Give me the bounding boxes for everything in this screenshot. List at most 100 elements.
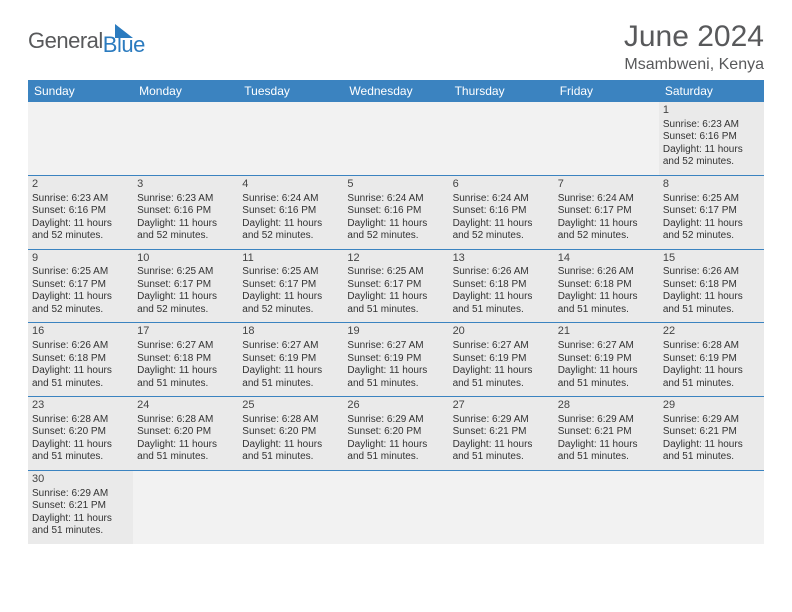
calendar-day-cell: 5Sunrise: 6:24 AMSunset: 6:16 PMDaylight…	[343, 175, 448, 249]
day-info-line: Sunrise: 6:23 AM	[32, 193, 129, 206]
day-number: 27	[453, 399, 550, 413]
calendar-day-cell	[659, 470, 764, 543]
day-number: 9	[32, 252, 129, 266]
day-info-line: Daylight: 11 hours	[347, 291, 444, 304]
calendar-day-cell: 10Sunrise: 6:25 AMSunset: 6:17 PMDayligh…	[133, 249, 238, 323]
calendar-week-row: 1Sunrise: 6:23 AMSunset: 6:16 PMDaylight…	[28, 102, 764, 175]
day-info-line: Sunset: 6:19 PM	[347, 353, 444, 366]
day-info-line: Sunset: 6:17 PM	[663, 205, 760, 218]
day-number: 30	[32, 473, 129, 487]
day-info-line: Daylight: 11 hours	[663, 439, 760, 452]
day-info-line: Sunrise: 6:27 AM	[242, 340, 339, 353]
calendar-day-cell: 7Sunrise: 6:24 AMSunset: 6:17 PMDaylight…	[554, 175, 659, 249]
day-number: 24	[137, 399, 234, 413]
day-number: 29	[663, 399, 760, 413]
calendar-day-cell	[554, 470, 659, 543]
month-title: June 2024	[624, 20, 764, 54]
day-info-line: Sunrise: 6:29 AM	[453, 414, 550, 427]
day-info-line: Sunrise: 6:24 AM	[347, 193, 444, 206]
calendar-day-cell	[133, 470, 238, 543]
calendar-day-cell: 12Sunrise: 6:25 AMSunset: 6:17 PMDayligh…	[343, 249, 448, 323]
day-info-line: and 51 minutes.	[242, 451, 339, 464]
day-number: 5	[347, 178, 444, 192]
day-info-line: Sunrise: 6:25 AM	[137, 266, 234, 279]
day-number: 12	[347, 252, 444, 266]
day-info-line: Sunrise: 6:24 AM	[558, 193, 655, 206]
day-info-line: and 51 minutes.	[663, 451, 760, 464]
calendar-day-cell: 18Sunrise: 6:27 AMSunset: 6:19 PMDayligh…	[238, 323, 343, 397]
day-info-line: Daylight: 11 hours	[32, 439, 129, 452]
calendar-day-cell: 28Sunrise: 6:29 AMSunset: 6:21 PMDayligh…	[554, 397, 659, 471]
day-number: 3	[137, 178, 234, 192]
day-number: 4	[242, 178, 339, 192]
day-info-line: Sunset: 6:19 PM	[453, 353, 550, 366]
day-info-line: and 51 minutes.	[663, 304, 760, 317]
calendar-day-cell	[343, 470, 448, 543]
day-info-line: Sunset: 6:17 PM	[558, 205, 655, 218]
day-info-line: Daylight: 11 hours	[558, 439, 655, 452]
day-info-line: Daylight: 11 hours	[663, 218, 760, 231]
weekday-header: Friday	[554, 80, 659, 102]
day-info-line: Daylight: 11 hours	[32, 365, 129, 378]
calendar-day-cell: 26Sunrise: 6:29 AMSunset: 6:20 PMDayligh…	[343, 397, 448, 471]
calendar-day-cell	[133, 102, 238, 175]
day-info-line: Sunrise: 6:23 AM	[663, 119, 760, 132]
day-info-line: Sunrise: 6:25 AM	[32, 266, 129, 279]
calendar-day-cell: 24Sunrise: 6:28 AMSunset: 6:20 PMDayligh…	[133, 397, 238, 471]
weekday-header: Sunday	[28, 80, 133, 102]
weekday-header-row: Sunday Monday Tuesday Wednesday Thursday…	[28, 80, 764, 102]
day-number: 28	[558, 399, 655, 413]
day-info-line: and 52 minutes.	[242, 230, 339, 243]
calendar-day-cell: 17Sunrise: 6:27 AMSunset: 6:18 PMDayligh…	[133, 323, 238, 397]
day-number: 2	[32, 178, 129, 192]
day-number: 6	[453, 178, 550, 192]
day-info-line: Sunrise: 6:24 AM	[453, 193, 550, 206]
day-info-line: Sunset: 6:18 PM	[137, 353, 234, 366]
calendar-day-cell: 29Sunrise: 6:29 AMSunset: 6:21 PMDayligh…	[659, 397, 764, 471]
day-info-line: and 52 minutes.	[137, 230, 234, 243]
day-info-line: Sunrise: 6:26 AM	[32, 340, 129, 353]
day-info-line: and 51 minutes.	[242, 378, 339, 391]
calendar-day-cell: 4Sunrise: 6:24 AMSunset: 6:16 PMDaylight…	[238, 175, 343, 249]
day-number: 20	[453, 325, 550, 339]
day-info-line: and 52 minutes.	[242, 304, 339, 317]
calendar-body: 1Sunrise: 6:23 AMSunset: 6:16 PMDaylight…	[28, 102, 764, 544]
brand-text-2: Blue	[103, 32, 145, 58]
day-info-line: and 51 minutes.	[32, 378, 129, 391]
day-info-line: and 52 minutes.	[663, 156, 760, 169]
day-info-line: Sunset: 6:17 PM	[137, 279, 234, 292]
day-info-line: Sunset: 6:16 PM	[137, 205, 234, 218]
day-info-line: Sunrise: 6:26 AM	[453, 266, 550, 279]
calendar-day-cell	[449, 470, 554, 543]
day-info-line: Sunrise: 6:26 AM	[663, 266, 760, 279]
day-info-line: and 52 minutes.	[558, 230, 655, 243]
day-number: 21	[558, 325, 655, 339]
day-info-line: Sunrise: 6:28 AM	[137, 414, 234, 427]
day-info-line: Sunrise: 6:29 AM	[32, 488, 129, 501]
day-info-line: Daylight: 11 hours	[453, 439, 550, 452]
day-info-line: Sunset: 6:19 PM	[558, 353, 655, 366]
calendar-day-cell: 9Sunrise: 6:25 AMSunset: 6:17 PMDaylight…	[28, 249, 133, 323]
calendar-day-cell	[28, 102, 133, 175]
day-info-line: and 51 minutes.	[558, 304, 655, 317]
day-info-line: Sunset: 6:20 PM	[347, 426, 444, 439]
day-number: 22	[663, 325, 760, 339]
day-number: 7	[558, 178, 655, 192]
day-info-line: Sunrise: 6:28 AM	[242, 414, 339, 427]
day-info-line: Daylight: 11 hours	[32, 291, 129, 304]
day-info-line: and 51 minutes.	[453, 378, 550, 391]
day-info-line: and 51 minutes.	[558, 378, 655, 391]
day-number: 25	[242, 399, 339, 413]
day-info-line: Sunset: 6:18 PM	[663, 279, 760, 292]
day-info-line: Sunrise: 6:29 AM	[663, 414, 760, 427]
calendar-day-cell	[343, 102, 448, 175]
day-info-line: and 51 minutes.	[32, 451, 129, 464]
day-info-line: Sunrise: 6:27 AM	[453, 340, 550, 353]
day-info-line: Daylight: 11 hours	[663, 365, 760, 378]
day-info-line: Sunrise: 6:28 AM	[32, 414, 129, 427]
calendar-day-cell: 23Sunrise: 6:28 AMSunset: 6:20 PMDayligh…	[28, 397, 133, 471]
day-info-line: and 51 minutes.	[137, 451, 234, 464]
day-info-line: and 51 minutes.	[347, 451, 444, 464]
day-info-line: Sunset: 6:17 PM	[242, 279, 339, 292]
day-number: 14	[558, 252, 655, 266]
